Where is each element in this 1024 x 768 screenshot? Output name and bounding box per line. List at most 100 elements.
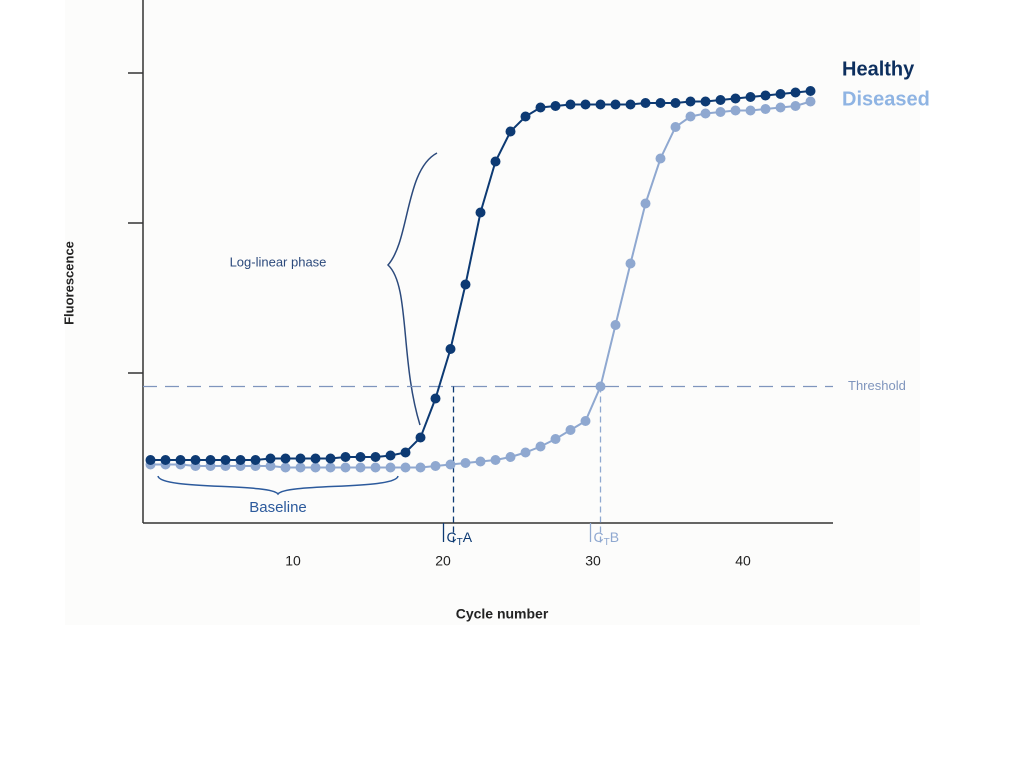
data-point — [460, 458, 471, 468]
data-point — [310, 453, 321, 464]
data-point — [790, 87, 801, 98]
data-point — [325, 453, 336, 464]
data-point — [730, 105, 741, 116]
data-point — [760, 90, 771, 101]
data-point — [205, 455, 216, 465]
data-point — [460, 279, 471, 290]
ct-label-main: C — [594, 529, 604, 545]
data-point — [370, 462, 381, 473]
baseline-label: Baseline — [249, 499, 307, 516]
data-point — [595, 99, 606, 110]
data-point — [310, 462, 321, 473]
data-point — [400, 447, 411, 458]
data-point — [475, 456, 486, 467]
data-point — [535, 441, 546, 452]
data-point — [640, 198, 651, 209]
x-tick-label: 10 — [285, 553, 301, 569]
y-axis-label: Fluorescence — [61, 241, 76, 325]
data-point — [550, 434, 561, 444]
data-point — [220, 455, 231, 465]
data-point — [670, 122, 681, 132]
data-point — [325, 462, 336, 473]
data-point — [430, 461, 441, 471]
data-point — [805, 86, 816, 96]
data-point — [445, 344, 456, 354]
data-point — [190, 455, 201, 465]
data-point — [340, 452, 351, 462]
data-point — [355, 462, 366, 473]
ct-label: CTA — [447, 529, 473, 548]
data-point — [280, 462, 291, 473]
data-point — [250, 455, 261, 465]
ct-label-main: C — [447, 529, 457, 545]
data-point — [385, 450, 396, 461]
data-point — [655, 153, 666, 164]
data-point — [265, 453, 276, 464]
data-point — [520, 111, 531, 122]
data-point — [280, 453, 291, 464]
data-point — [685, 111, 696, 122]
baseline-brace — [157, 475, 399, 496]
data-point — [415, 432, 426, 443]
data-point — [700, 108, 711, 119]
data-point — [235, 455, 246, 465]
data-point — [700, 96, 711, 107]
data-point — [610, 99, 621, 110]
log-linear-brace — [386, 152, 438, 426]
data-point — [505, 452, 516, 462]
data-point — [370, 452, 381, 462]
data-point — [580, 99, 591, 110]
data-point — [805, 96, 816, 107]
data-point — [565, 99, 576, 110]
data-point — [265, 461, 276, 471]
log-linear-label: Log-linear phase — [230, 254, 327, 269]
ct-label: CTB — [594, 529, 620, 548]
data-point — [790, 101, 801, 111]
data-point — [775, 102, 786, 113]
data-point — [625, 99, 636, 110]
data-point — [760, 104, 771, 114]
data-point — [175, 455, 186, 465]
data-point — [400, 462, 411, 473]
data-point — [295, 453, 306, 464]
data-point — [385, 462, 396, 473]
data-point — [520, 447, 531, 458]
legend-entry: Healthy — [842, 58, 915, 80]
x-tick-label: 20 — [435, 553, 451, 569]
data-point — [430, 393, 441, 404]
data-point — [745, 105, 756, 116]
data-point — [490, 156, 501, 167]
data-point — [490, 455, 501, 465]
data-point — [145, 455, 156, 465]
data-point — [295, 462, 306, 473]
ct-label-suffix: B — [610, 529, 619, 545]
ct-label-sub: T — [604, 537, 610, 548]
data-point — [715, 107, 726, 117]
data-point — [355, 452, 366, 462]
data-point — [340, 462, 351, 473]
data-point — [505, 126, 516, 137]
threshold-label: Threshold — [848, 378, 906, 393]
data-point — [745, 92, 756, 102]
data-point — [685, 96, 696, 107]
data-point — [730, 93, 741, 104]
data-point — [625, 258, 636, 269]
data-point — [415, 462, 426, 473]
data-point — [580, 416, 591, 426]
data-point — [610, 320, 621, 330]
data-point — [775, 89, 786, 99]
data-point — [595, 381, 606, 392]
data-point — [640, 98, 651, 108]
x-axis-label: Cycle number — [456, 606, 549, 622]
data-point — [655, 98, 666, 108]
x-tick-label: 40 — [735, 553, 751, 569]
data-point — [535, 102, 546, 113]
data-point — [475, 207, 486, 218]
ct-label-sub: T — [457, 537, 463, 548]
x-tick-label: 30 — [585, 553, 601, 569]
data-point — [445, 459, 456, 470]
legend-entry: Diseased — [842, 88, 930, 110]
data-point — [550, 101, 561, 111]
data-point — [715, 95, 726, 105]
